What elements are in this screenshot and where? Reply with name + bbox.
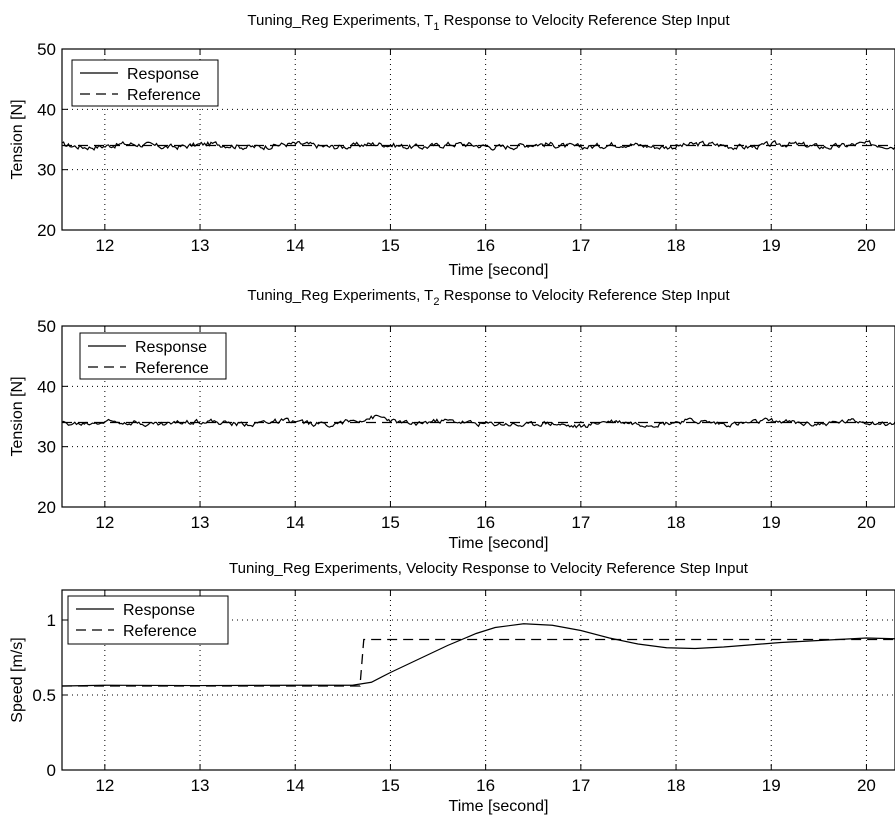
x-axis-label: Time [second] [449, 262, 549, 279]
legend-label-reference: Reference [135, 360, 209, 377]
axes-frame [61, 589, 895, 771]
series-line-response [62, 414, 895, 429]
x-tick-label: 13 [191, 513, 210, 532]
x-tick-label: 17 [571, 513, 590, 532]
x-tick-label: 17 [571, 776, 590, 795]
x-tick-label: 16 [476, 236, 495, 255]
y-tick-label: 30 [37, 438, 56, 457]
series-line-response [62, 623, 895, 687]
y-axis-label: Tension [N] [9, 99, 26, 179]
series-line-response [62, 139, 895, 151]
chart-title-text-rest: Response to Velocity Reference Step Inpu… [439, 12, 730, 29]
y-tick-label: 30 [37, 161, 56, 180]
x-tick-label: 15 [381, 236, 400, 255]
chart-title-subscript: 1 [433, 21, 439, 33]
legend-box [67, 595, 229, 645]
y-tick-label: 0 [47, 761, 56, 780]
legend: Response Reference [71, 59, 219, 107]
y-tick-label: 50 [37, 40, 56, 59]
chart-title-text-rest: Response to Velocity Reference Step Inpu… [439, 287, 730, 304]
x-tick-label: 20 [857, 776, 876, 795]
x-tick-label: 15 [381, 513, 400, 532]
legend-label-reference: Reference [127, 87, 201, 104]
y-tick-label: 50 [37, 317, 56, 336]
x-axis-label: Time [second] [449, 535, 549, 552]
y-axis-label: Speed [m/s] [9, 637, 26, 722]
y-tick-label: 40 [37, 100, 56, 119]
chart-title: Tuning_Reg Experiments, Velocity Respons… [229, 560, 749, 577]
x-tick-label: 20 [857, 236, 876, 255]
legend-label-response: Response [127, 66, 199, 83]
y-tick-label: 40 [37, 377, 56, 396]
axes-frame [61, 48, 895, 231]
axes-frame [61, 325, 895, 508]
x-tick-label: 12 [95, 776, 114, 795]
y-tick-label: 0.5 [32, 686, 56, 705]
y-tick-label: 20 [37, 221, 56, 240]
x-tick-label: 16 [476, 513, 495, 532]
x-tick-label: 19 [762, 236, 781, 255]
chart-title-text: Tuning_Reg Experiments, T [247, 287, 433, 304]
chart-title: Tuning_Reg Experiments, T2 Response to V… [247, 287, 730, 308]
legend-label-response: Response [135, 339, 207, 356]
series-line-reference [62, 638, 895, 687]
chart-panel-1: Tuning_Reg Experiments, T1 Response to V… [9, 12, 895, 279]
x-tick-label: 17 [571, 236, 590, 255]
legend: Response Reference [67, 595, 229, 645]
x-tick-label: 18 [667, 513, 686, 532]
x-tick-label: 18 [667, 776, 686, 795]
x-tick-label: 20 [857, 513, 876, 532]
chart-title-subscript: 2 [433, 296, 439, 308]
x-tick-label: 13 [191, 236, 210, 255]
chart-panel-2: Tuning_Reg Experiments, T2 Response to V… [9, 287, 895, 552]
chart-title-text: Tuning_Reg Experiments, Velocity Respons… [229, 560, 749, 577]
legend-box [71, 59, 219, 107]
x-tick-label: 16 [476, 776, 495, 795]
x-tick-label: 19 [762, 776, 781, 795]
y-axis-label: Tension [N] [9, 376, 26, 456]
x-tick-label: 18 [667, 236, 686, 255]
x-tick-label: 14 [286, 513, 305, 532]
x-tick-label: 15 [381, 776, 400, 795]
x-tick-label: 14 [286, 776, 305, 795]
x-tick-label: 12 [95, 236, 114, 255]
legend-box [79, 332, 227, 380]
x-tick-label: 13 [191, 776, 210, 795]
x-axis-label: Time [second] [449, 798, 549, 815]
chart-title: Tuning_Reg Experiments, T1 Response to V… [247, 12, 730, 33]
legend-label-response: Response [123, 602, 195, 619]
x-tick-label: 14 [286, 236, 305, 255]
legend: Response Reference [79, 332, 227, 380]
x-tick-label: 12 [95, 513, 114, 532]
chart-panel-3: Tuning_Reg Experiments, Velocity Respons… [9, 560, 895, 815]
chart-title-text: Tuning_Reg Experiments, T [247, 12, 433, 29]
legend-label-reference: Reference [123, 623, 197, 640]
y-tick-label: 1 [47, 611, 56, 630]
y-tick-label: 20 [37, 498, 56, 517]
x-tick-label: 19 [762, 513, 781, 532]
